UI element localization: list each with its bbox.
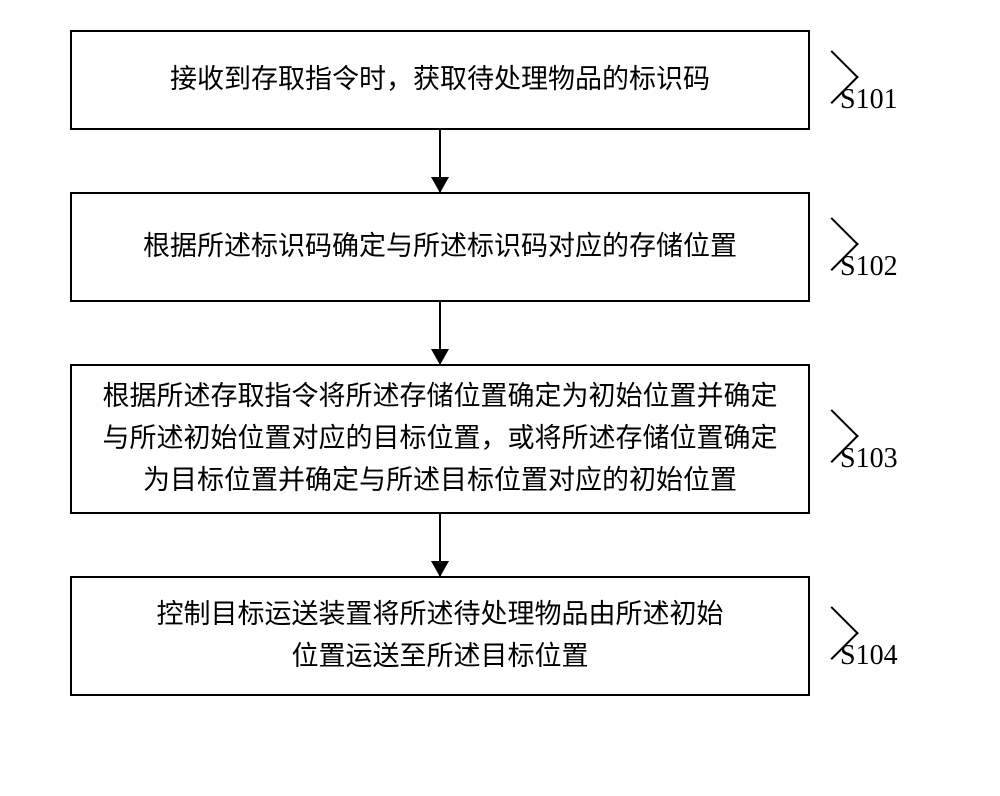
step-text: 接收到存取指令时，获取待处理物品的标识码 <box>170 59 710 101</box>
step-text: 根据所述标识码确定与所述标识码对应的存储位置 <box>143 226 737 268</box>
arrow-2 <box>70 302 810 364</box>
step-box: 根据所述标识码确定与所述标识码对应的存储位置 <box>70 192 810 302</box>
flowchart-container: 接收到存取指令时，获取待处理物品的标识码 S101 根据所述标识码确定与所述标识… <box>70 30 890 696</box>
step-label-wrap: S102 <box>810 192 890 302</box>
arrow-1 <box>70 130 810 192</box>
step-label: S102 <box>840 251 898 283</box>
step-s104: 控制目标运送装置将所述待处理物品由所述初始位置运送至所述目标位置 S104 <box>70 576 890 696</box>
step-s101: 接收到存取指令时，获取待处理物品的标识码 S101 <box>70 30 890 130</box>
step-label-wrap: S101 <box>810 30 890 130</box>
step-box: 接收到存取指令时，获取待处理物品的标识码 <box>70 30 810 130</box>
step-s102: 根据所述标识码确定与所述标识码对应的存储位置 S102 <box>70 192 890 302</box>
step-box: 根据所述存取指令将所述存储位置确定为初始位置并确定与所述初始位置对应的目标位置，… <box>70 364 810 514</box>
step-label: S101 <box>840 84 898 116</box>
step-text: 根据所述存取指令将所述存储位置确定为初始位置并确定与所述初始位置对应的目标位置，… <box>100 376 780 502</box>
arrow-head-icon <box>431 561 449 577</box>
step-label-wrap: S103 <box>810 364 890 514</box>
step-label: S103 <box>840 443 898 475</box>
arrow-head-icon <box>431 349 449 365</box>
step-label-wrap: S104 <box>810 576 890 696</box>
step-box: 控制目标运送装置将所述待处理物品由所述初始位置运送至所述目标位置 <box>70 576 810 696</box>
step-label: S104 <box>840 640 898 672</box>
step-text: 控制目标运送装置将所述待处理物品由所述初始位置运送至所述目标位置 <box>152 594 728 678</box>
arrow-head-icon <box>431 177 449 193</box>
step-s103: 根据所述存取指令将所述存储位置确定为初始位置并确定与所述初始位置对应的目标位置，… <box>70 364 890 514</box>
arrow-3 <box>70 514 810 576</box>
